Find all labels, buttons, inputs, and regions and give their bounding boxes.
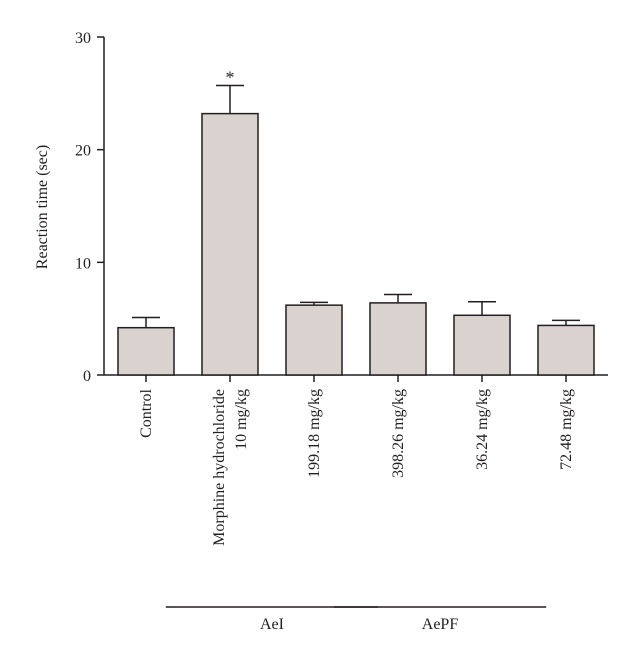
x-category-label: 398.26 mg/kg (390, 389, 407, 478)
bar (201, 112, 259, 376)
x-category-label: 10 mg/kg (233, 389, 250, 450)
y-tick-label: 0 (83, 368, 91, 385)
x-category-label: Control (138, 388, 155, 437)
x-category-label: 72.48 mg/kg (558, 389, 575, 470)
significance-marker: * (226, 67, 235, 87)
x-ticks: Control Morphine hydrochloride 10 mg/kg 199… (138, 375, 575, 546)
bar (117, 326, 175, 376)
group-label: AeI (260, 616, 284, 633)
bar-group (453, 301, 511, 376)
group-label: AePF (422, 616, 459, 633)
y-tick-label: 30 (75, 30, 91, 47)
x-category-label: Morphine hydrochloride (211, 389, 228, 546)
bar-group (369, 293, 427, 376)
x-category-label: 36.24 mg/kg (474, 389, 491, 470)
bar (369, 302, 427, 376)
x-category-label: 199.18 mg/kg (306, 389, 323, 478)
y-tick-label: 10 (75, 255, 91, 272)
bar (537, 324, 595, 376)
bar-group (285, 301, 343, 376)
y-axis-title: Reaction time (sec) (34, 145, 51, 269)
bar-group: * (201, 67, 259, 376)
bar-group (537, 319, 595, 376)
bars: * (117, 67, 595, 376)
bar-group (117, 316, 175, 376)
bar (453, 314, 511, 376)
y-tick-label: 20 (75, 143, 91, 160)
bar (285, 304, 343, 376)
category-groups: AeI AePF (165, 606, 547, 633)
y-ticks: 0 10 20 30 (75, 30, 104, 385)
